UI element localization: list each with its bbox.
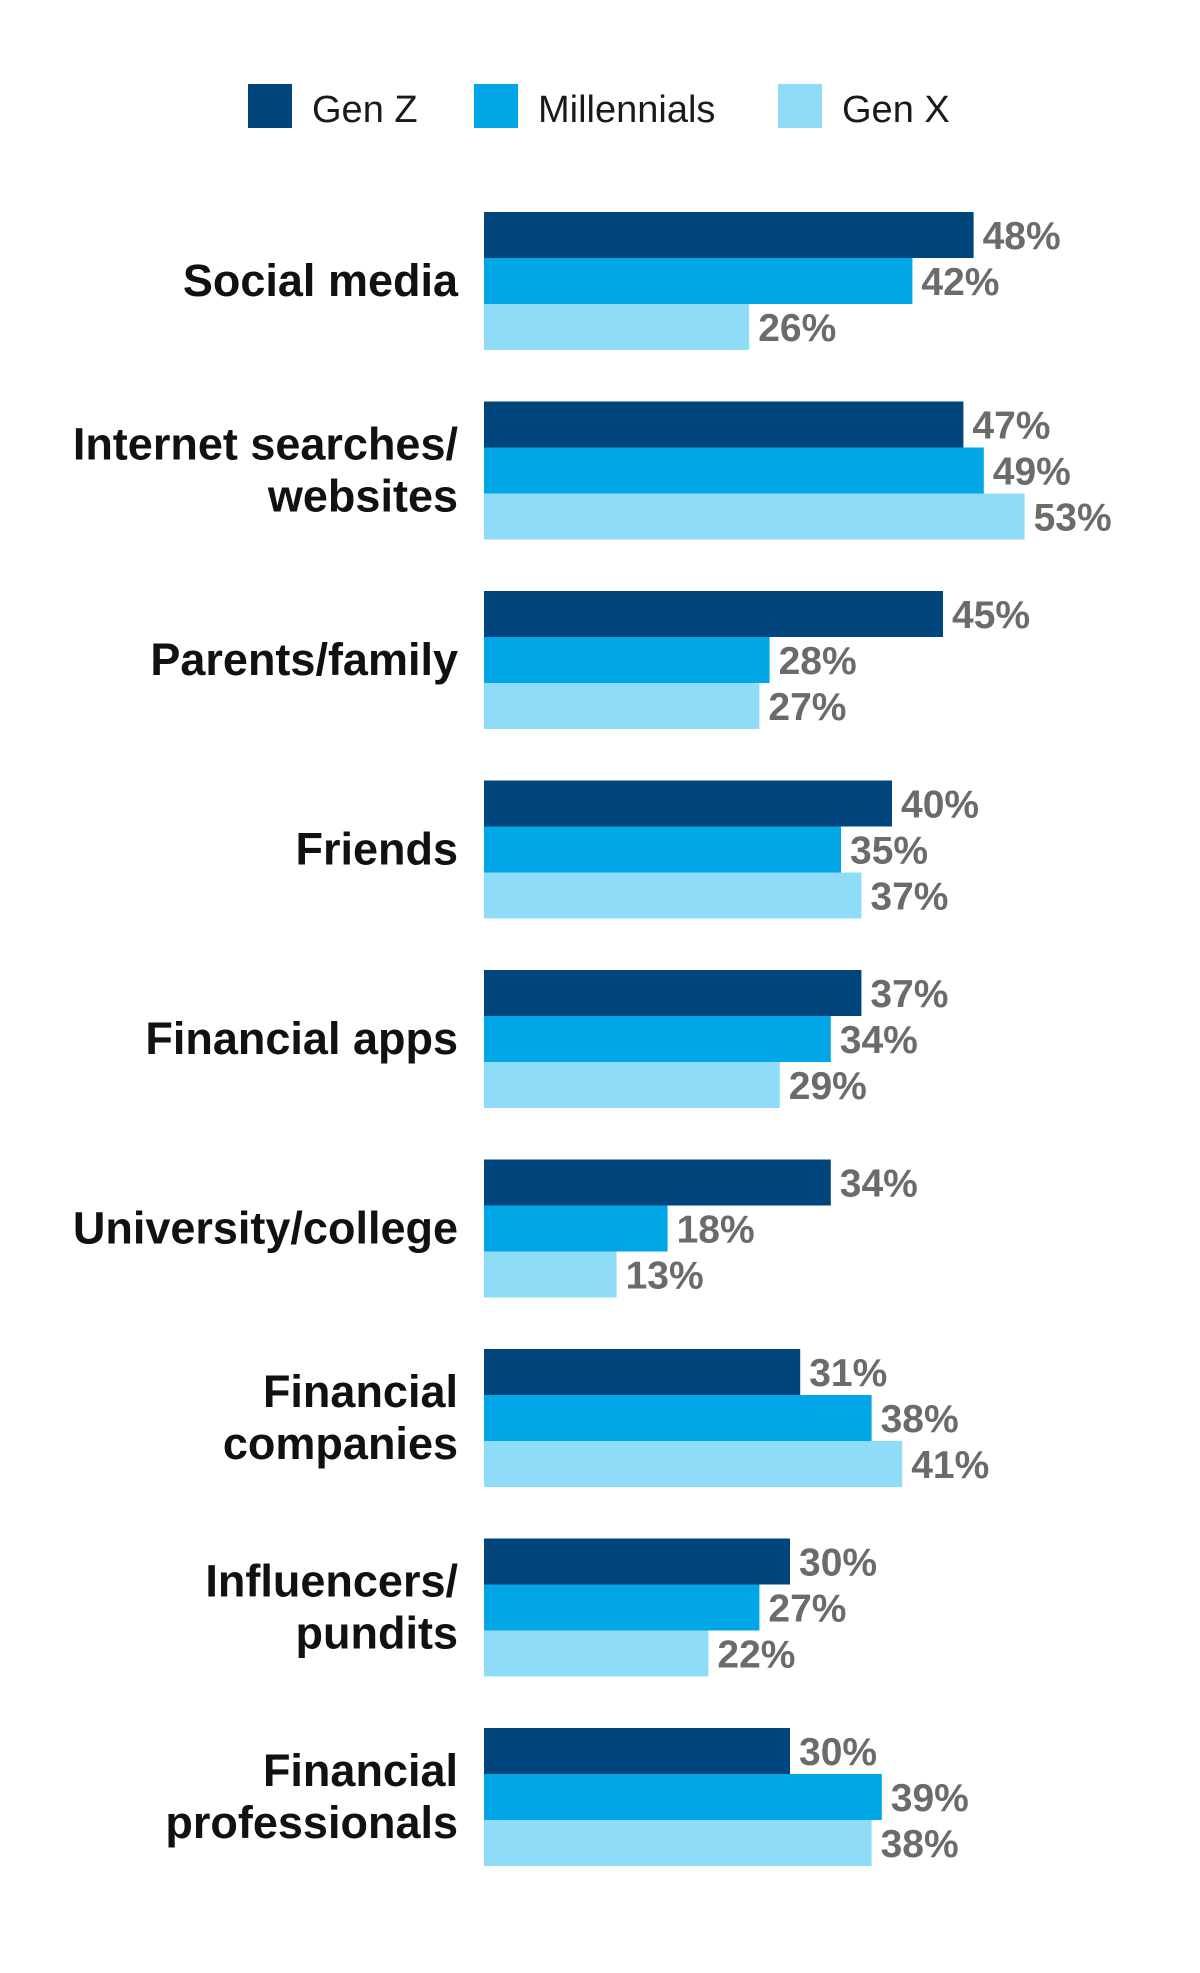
bar-internet-searches-websites-millennials — [484, 447, 984, 494]
bar-university-college-gen-x — [484, 1251, 617, 1298]
category-label-social-media: Social media — [183, 255, 459, 306]
category-label-parents-family: Parents/family — [150, 634, 458, 685]
bar-parents-family-gen-z — [484, 591, 943, 637]
bar-influencers-pundits-gen-z — [484, 1538, 790, 1585]
value-label-parents-family-millennials: 28% — [779, 640, 857, 683]
bar-financial-professionals-gen-z — [484, 1728, 790, 1774]
value-label-internet-searches-websites-gen-z: 47% — [972, 405, 1050, 448]
bar-financial-apps-gen-z — [484, 970, 862, 1016]
category-label-influencers-pundits-line-2: pundits — [296, 1608, 458, 1659]
category-label-financial-companies-line-1: Financial — [263, 1366, 458, 1417]
legend: Gen Z Millennials Gen X — [248, 84, 950, 131]
value-label-university-college-gen-x: 13% — [626, 1255, 704, 1298]
bar-internet-searches-websites-gen-x — [484, 493, 1025, 540]
category-label-financial-professionals-line-1: Financial — [263, 1745, 458, 1796]
value-label-friends-gen-z: 40% — [901, 784, 979, 827]
legend-swatch-millennials — [474, 84, 518, 128]
bar-financial-companies-gen-z — [484, 1349, 801, 1395]
legend-label-gen-x: Gen X — [842, 89, 950, 131]
value-labels: 48%42%26%47%49%53%45%28%27%40%35%37%37%3… — [626, 215, 1112, 1866]
value-label-university-college-gen-z: 34% — [840, 1163, 918, 1206]
bar-financial-companies-gen-x — [484, 1441, 903, 1487]
bar-friends-gen-z — [484, 780, 892, 827]
category-label-financial-apps: Financial apps — [145, 1013, 458, 1064]
value-label-financial-apps-gen-x: 29% — [789, 1065, 867, 1108]
bar-parents-family-gen-x — [484, 683, 760, 729]
value-label-financial-professionals-gen-z: 30% — [799, 1731, 877, 1774]
bar-influencers-pundits-millennials — [484, 1584, 760, 1631]
bar-internet-searches-websites-gen-z — [484, 401, 964, 448]
category-label-financial-professionals-line-2: professionals — [165, 1797, 458, 1848]
value-label-influencers-pundits-millennials: 27% — [768, 1588, 846, 1631]
value-label-financial-companies-gen-x: 41% — [911, 1444, 989, 1487]
bar-university-college-gen-z — [484, 1159, 831, 1206]
value-label-influencers-pundits-gen-z: 30% — [799, 1542, 877, 1585]
value-label-internet-searches-websites-millennials: 49% — [993, 451, 1071, 494]
bars — [484, 212, 1025, 1866]
category-label-university-college: University/college — [73, 1203, 458, 1254]
bar-financial-companies-millennials — [484, 1395, 872, 1441]
legend-label-millennials: Millennials — [538, 89, 715, 131]
bar-influencers-pundits-gen-x — [484, 1630, 709, 1677]
value-label-financial-apps-gen-z: 37% — [870, 973, 948, 1016]
value-label-university-college-millennials: 18% — [677, 1209, 755, 1252]
value-label-internet-searches-websites-gen-x: 53% — [1034, 497, 1112, 540]
value-label-social-media-gen-z: 48% — [983, 215, 1061, 258]
category-label-internet-searches-websites-line-1: Internet searches/ — [73, 419, 459, 470]
bar-financial-apps-gen-x — [484, 1062, 780, 1108]
value-label-influencers-pundits-gen-x: 22% — [717, 1634, 795, 1677]
bar-friends-millennials — [484, 826, 841, 873]
value-label-financial-companies-millennials: 38% — [881, 1398, 959, 1441]
legend-label-gen-z: Gen Z — [312, 89, 418, 131]
value-label-financial-professionals-gen-x: 38% — [881, 1823, 959, 1866]
legend-swatch-gen-z — [248, 84, 292, 128]
value-label-parents-family-gen-z: 45% — [952, 594, 1030, 637]
bar-financial-apps-millennials — [484, 1016, 831, 1062]
value-label-social-media-gen-x: 26% — [758, 307, 836, 350]
legend-swatch-gen-x — [778, 84, 822, 128]
value-label-friends-millennials: 35% — [850, 830, 928, 873]
bar-social-media-gen-x — [484, 304, 750, 350]
bar-friends-gen-x — [484, 872, 862, 919]
value-label-friends-gen-x: 37% — [870, 876, 948, 919]
value-label-financial-companies-gen-z: 31% — [809, 1352, 887, 1395]
bar-financial-professionals-gen-x — [484, 1820, 872, 1866]
value-label-financial-professionals-millennials: 39% — [891, 1777, 969, 1820]
value-label-parents-family-gen-x: 27% — [768, 686, 846, 729]
bar-parents-family-millennials — [484, 637, 770, 683]
bar-university-college-millennials — [484, 1205, 668, 1252]
value-label-financial-apps-millennials: 34% — [840, 1019, 918, 1062]
category-label-internet-searches-websites-line-2: websites — [267, 471, 458, 522]
bar-social-media-gen-z — [484, 212, 974, 258]
category-label-financial-companies-line-2: companies — [223, 1418, 458, 1469]
bar-social-media-millennials — [484, 258, 913, 304]
category-label-friends: Friends — [295, 824, 458, 875]
category-labels: Social media Internet searches/websites Pa… — [73, 255, 459, 1848]
bar-financial-professionals-millennials — [484, 1774, 882, 1820]
category-label-influencers-pundits-line-1: Influencers/ — [205, 1556, 458, 1607]
value-label-social-media-millennials: 42% — [921, 261, 999, 304]
